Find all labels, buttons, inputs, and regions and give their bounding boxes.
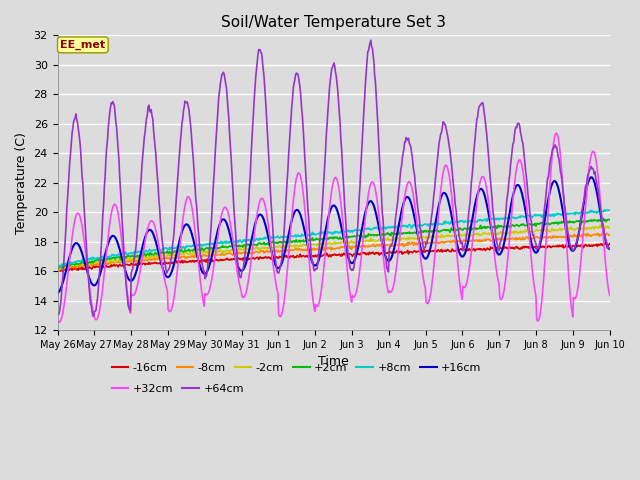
+16cm	[205, 262, 213, 268]
-16cm	[65, 267, 72, 273]
+32cm	[54, 318, 61, 324]
+2cm	[600, 216, 607, 221]
+2cm	[54, 265, 62, 271]
-2cm	[401, 236, 408, 241]
-2cm	[63, 264, 71, 270]
+64cm	[207, 233, 214, 239]
+16cm	[588, 174, 595, 180]
-16cm	[207, 257, 214, 263]
+32cm	[553, 131, 561, 136]
-8cm	[606, 232, 614, 238]
+32cm	[401, 190, 409, 195]
+32cm	[55, 319, 63, 325]
Y-axis label: Temperature (C): Temperature (C)	[15, 132, 28, 234]
+16cm	[54, 290, 61, 296]
Line: -8cm: -8cm	[58, 232, 610, 271]
Line: +16cm: +16cm	[58, 177, 610, 293]
Line: +2cm: +2cm	[58, 218, 610, 268]
+32cm	[418, 263, 426, 268]
+32cm	[207, 283, 214, 289]
+64cm	[63, 196, 71, 202]
+16cm	[63, 262, 71, 267]
+2cm	[121, 254, 129, 260]
+64cm	[419, 237, 426, 243]
-16cm	[601, 240, 609, 246]
+64cm	[606, 246, 614, 252]
-2cm	[54, 268, 61, 274]
+2cm	[177, 247, 185, 252]
+8cm	[401, 224, 409, 229]
+32cm	[177, 231, 185, 237]
Text: EE_met: EE_met	[60, 40, 106, 50]
+8cm	[121, 250, 129, 256]
-16cm	[418, 249, 426, 255]
+2cm	[401, 230, 409, 236]
+8cm	[207, 241, 214, 247]
-16cm	[54, 267, 61, 273]
+8cm	[54, 262, 61, 268]
+32cm	[606, 292, 614, 298]
-8cm	[54, 268, 61, 274]
-8cm	[63, 265, 71, 271]
Line: +32cm: +32cm	[58, 133, 610, 322]
+32cm	[121, 271, 129, 276]
-8cm	[120, 259, 128, 265]
-8cm	[401, 242, 408, 248]
+2cm	[65, 263, 72, 268]
+8cm	[606, 207, 614, 213]
-8cm	[177, 255, 184, 261]
+64cm	[54, 312, 61, 317]
+64cm	[403, 135, 410, 141]
-16cm	[606, 240, 614, 246]
+64cm	[90, 313, 97, 319]
+16cm	[606, 246, 614, 252]
-2cm	[120, 255, 128, 261]
Line: +8cm: +8cm	[58, 210, 610, 267]
+2cm	[606, 217, 614, 223]
-8cm	[205, 252, 213, 258]
+8cm	[65, 259, 72, 265]
-16cm	[401, 250, 409, 255]
-16cm	[177, 259, 185, 264]
+8cm	[418, 223, 426, 229]
-2cm	[177, 252, 184, 257]
Legend: +32cm, +64cm: +32cm, +64cm	[108, 379, 248, 398]
-2cm	[205, 249, 213, 255]
-2cm	[417, 235, 424, 240]
+2cm	[54, 264, 61, 270]
+2cm	[418, 228, 426, 233]
+8cm	[177, 243, 185, 249]
+8cm	[600, 207, 608, 213]
-8cm	[599, 229, 607, 235]
+64cm	[177, 131, 185, 136]
Line: +64cm: +64cm	[58, 40, 610, 316]
+16cm	[417, 246, 424, 252]
-2cm	[596, 222, 604, 228]
-2cm	[606, 225, 614, 231]
+16cm	[401, 197, 408, 203]
Line: -16cm: -16cm	[58, 243, 610, 272]
+64cm	[121, 266, 129, 272]
+2cm	[207, 245, 214, 251]
-16cm	[121, 261, 129, 267]
+16cm	[120, 264, 128, 270]
+8cm	[57, 264, 65, 270]
+64cm	[367, 37, 374, 43]
-16cm	[59, 269, 67, 275]
Title: Soil/Water Temperature Set 3: Soil/Water Temperature Set 3	[221, 15, 446, 30]
-8cm	[417, 240, 424, 246]
+16cm	[177, 234, 184, 240]
Line: -2cm: -2cm	[58, 225, 610, 271]
+32cm	[65, 268, 72, 274]
X-axis label: Time: Time	[318, 355, 349, 369]
